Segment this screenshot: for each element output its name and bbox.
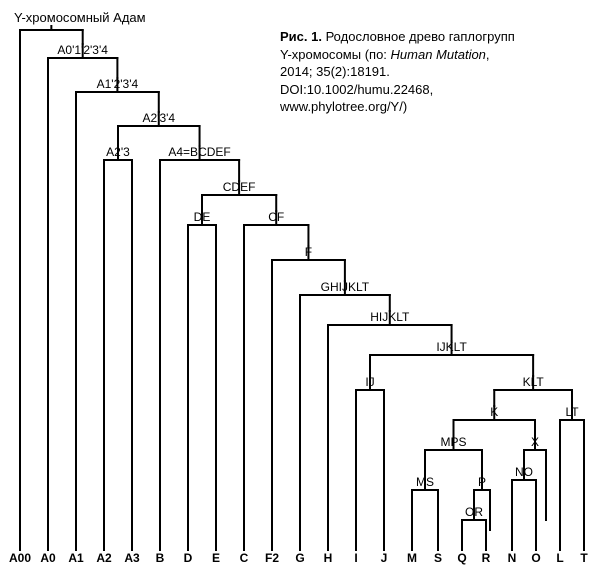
caption-text4: 2014; 35(2):18191. (280, 64, 390, 79)
svg-text:S: S (434, 551, 442, 565)
svg-text:E: E (212, 551, 220, 565)
svg-text:C: C (240, 551, 249, 565)
svg-text:H: H (324, 551, 333, 565)
svg-text:M: M (407, 551, 417, 565)
svg-text:T: T (580, 551, 588, 565)
svg-text:G: G (295, 551, 304, 565)
svg-text:A0: A0 (40, 551, 56, 565)
figure-container: Y-хромосомный Адам Рис. 1. Родословное д… (0, 0, 600, 575)
caption-text5: DOI:10.1002/humu.22468, (280, 82, 433, 97)
svg-text:N: N (508, 551, 517, 565)
svg-text:A1: A1 (68, 551, 84, 565)
svg-text:I: I (354, 551, 357, 565)
caption-italic: Human Mutation (391, 47, 486, 62)
svg-text:O: O (531, 551, 540, 565)
svg-text:L: L (556, 551, 563, 565)
svg-text:J: J (381, 551, 388, 565)
svg-text:Q: Q (457, 551, 466, 565)
caption-label: Рис. 1. (280, 29, 322, 44)
svg-text:D: D (184, 551, 193, 565)
caption-text6: www.phylotree.org/Y/) (280, 99, 407, 114)
svg-text:F2: F2 (265, 551, 279, 565)
svg-text:B: B (156, 551, 165, 565)
svg-text:A2: A2 (96, 551, 112, 565)
caption-text2: Y-хромосомы (по: (280, 47, 391, 62)
svg-text:A3: A3 (124, 551, 140, 565)
svg-text:R: R (482, 551, 491, 565)
root-label: Y-хромосомный Адам (14, 10, 146, 25)
caption-text3: , (486, 47, 490, 62)
caption-text1: Родословное древо гаплогрупп (322, 29, 515, 44)
figure-caption: Рис. 1. Родословное древо гаплогрупп Y-х… (280, 28, 580, 116)
svg-text:A00: A00 (9, 551, 31, 565)
